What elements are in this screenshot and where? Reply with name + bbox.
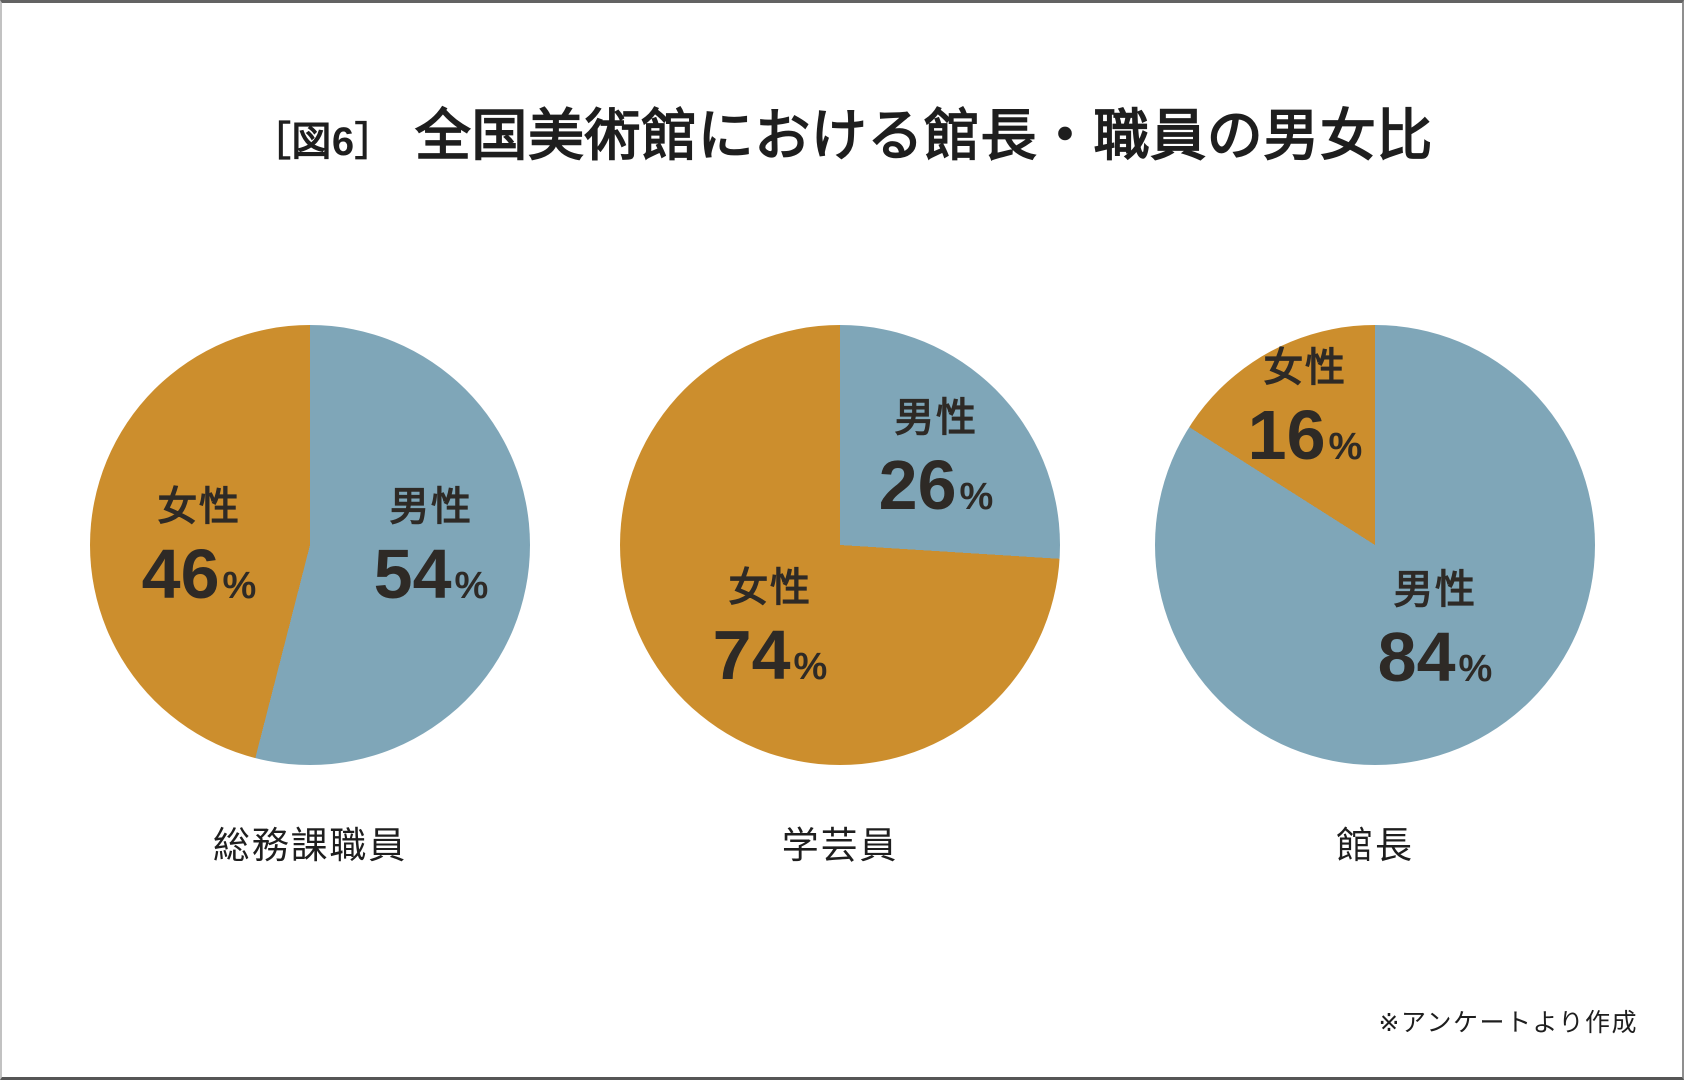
pie-block-general-affairs-staff: 男性 54% 女性 46% 総務課職員 (90, 325, 530, 869)
pie-block-curators: 男性 26% 女性 74% 学芸員 (620, 325, 1060, 869)
slice-value-female: 16% (1247, 396, 1363, 474)
pie-caption-directors: 館長 (1336, 825, 1414, 866)
figure-title: ［図6］ 全国美術館における館長・職員の男女比 (2, 91, 1682, 172)
pie-caption-curators: 学芸員 (781, 825, 899, 866)
slice-label-male: 男性 84% (1378, 570, 1493, 692)
slice-name-male: 男性 (389, 485, 473, 529)
pie-caption-general-affairs-staff: 総務課職員 (212, 825, 408, 866)
slice-value-male: 54% (373, 535, 489, 613)
slice-name-female: 女性 (728, 566, 812, 610)
figure-number-label: ［図6］ (251, 120, 395, 164)
slice-label-male: 男性 26% (879, 398, 994, 520)
slice-name-male: 男性 (1393, 568, 1477, 612)
pie-chart-general-affairs-staff: 男性 54% 女性 46% (90, 325, 530, 765)
slice-name-female: 女性 (157, 485, 241, 529)
slice-name-male: 男性 (894, 396, 978, 440)
slice-label-female: 女性 46% (142, 487, 257, 609)
pie-block-directors: 男性 84% 女性 16% 館長 (1155, 325, 1595, 869)
figure-title-text: 全国美術館における館長・職員の男女比 (414, 104, 1433, 167)
slice-value-female: 46% (141, 535, 257, 613)
slice-label-female: 女性 74% (713, 568, 828, 690)
pie-chart-curators: 男性 26% 女性 74% (620, 325, 1060, 765)
slice-value-male: 26% (878, 446, 994, 524)
slice-label-male: 男性 54% (374, 487, 489, 609)
slice-label-female: 女性 16% (1248, 348, 1363, 470)
slice-name-female: 女性 (1263, 346, 1347, 390)
source-note: ※アンケートより作成 (1378, 1009, 1638, 1037)
pie-chart-directors: 男性 84% 女性 16% (1155, 325, 1595, 765)
slice-value-female: 74% (712, 616, 828, 694)
slice-value-male: 84% (1377, 618, 1493, 696)
